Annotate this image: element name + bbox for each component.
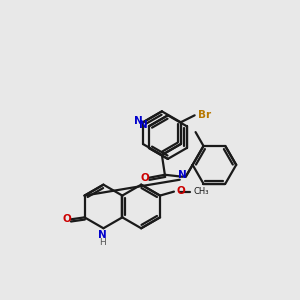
Text: N: N xyxy=(178,170,187,180)
Text: N: N xyxy=(98,230,107,240)
Text: O: O xyxy=(62,214,71,224)
Text: CH₃: CH₃ xyxy=(194,187,209,196)
Text: O: O xyxy=(141,173,149,183)
Text: H: H xyxy=(99,238,106,247)
Text: Br: Br xyxy=(198,110,211,120)
Text: O: O xyxy=(177,186,186,196)
Text: N: N xyxy=(139,120,147,130)
Text: N: N xyxy=(134,116,142,126)
